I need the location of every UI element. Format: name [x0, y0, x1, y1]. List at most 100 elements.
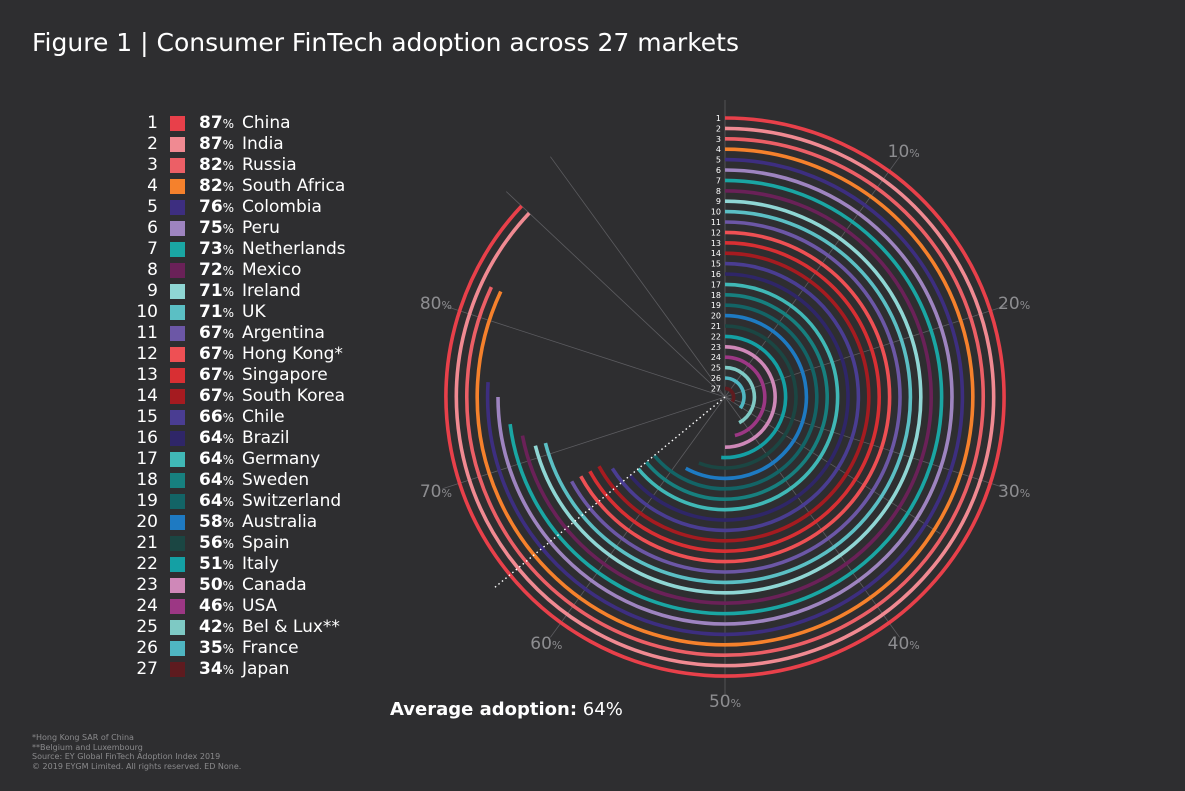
footnote-bel-lux: **Belgium and Luxembourg: [32, 742, 143, 752]
legend-swatch: [170, 179, 185, 194]
legend-rank: 13: [136, 365, 158, 385]
legend-swatch: [170, 557, 185, 572]
legend-rank: 12: [136, 344, 158, 364]
legend-rank: 17: [136, 449, 158, 469]
legend-rank: 15: [136, 407, 158, 427]
max-value-line: [506, 191, 726, 398]
legend-rank: 23: [136, 575, 158, 595]
average-value: 64%: [582, 699, 623, 720]
legend-value: 72%: [199, 260, 235, 280]
legend-name: Peru: [242, 218, 280, 238]
legend-swatch: [170, 641, 185, 656]
legend-rank: 27: [136, 659, 158, 679]
ring-rank-label: 27: [711, 384, 721, 393]
footnote-copyright: © 2019 EYGM Limited. All rights reserved…: [32, 761, 242, 771]
legend-name: Australia: [242, 512, 318, 532]
bar-7: [508, 178, 944, 616]
ring-rank-label: 18: [711, 291, 721, 300]
legend-value: 82%: [199, 176, 235, 196]
bar-21: [698, 324, 798, 470]
legend-value: 58%: [199, 512, 235, 532]
legend-name: Bel & Lux**: [242, 617, 340, 637]
tick-label: 10%: [888, 142, 920, 162]
tick-label: 80%: [420, 294, 452, 314]
ring-rank-label: 13: [711, 239, 721, 248]
legend-rank: 14: [136, 386, 158, 406]
average-line: [493, 396, 726, 589]
ring-rank-label: 21: [711, 322, 721, 331]
legend-swatch: [170, 578, 185, 593]
legend-rank: 10: [136, 302, 158, 322]
legend-name: Switzerland: [242, 491, 342, 511]
ring-rank-label: 2: [716, 124, 721, 133]
legend-rank: 5: [147, 197, 158, 217]
legend-swatch: [170, 347, 185, 362]
legend-swatch: [170, 620, 185, 635]
tick-label: 60%: [530, 634, 562, 654]
legend-swatch: [170, 200, 185, 215]
legend-rank: 22: [136, 554, 158, 574]
legend-value: 51%: [199, 554, 235, 574]
legend-value: 50%: [199, 575, 235, 595]
ring-rank-label: 16: [711, 270, 721, 279]
bar-4: [475, 147, 975, 647]
bar-8: [520, 189, 933, 605]
legend-swatch: [170, 221, 185, 236]
gridline: [724, 304, 1008, 398]
legend-name: Spain: [242, 533, 290, 553]
legend-value: 34%: [199, 659, 235, 679]
footnotes: *Hong Kong SAR of China **Belgium and Lu…: [32, 733, 241, 771]
legend-swatch: [170, 326, 185, 341]
bar-1: [444, 116, 1006, 678]
ring-rank-label: 24: [711, 353, 721, 362]
ring-rank-label: 23: [711, 343, 721, 352]
legend-swatch: [170, 431, 185, 446]
legend-value: 75%: [199, 218, 235, 238]
legend-name: China: [242, 113, 291, 133]
ring-rank-label: 17: [711, 280, 721, 289]
ring-rank-label: 8: [716, 187, 721, 196]
legend-name: Russia: [242, 155, 297, 175]
legend-name: Singapore: [242, 365, 328, 385]
tick-labels: 10% 20% 30% 40% 50% 60% 70% 80%: [420, 142, 1030, 712]
legend-value: 67%: [199, 323, 235, 343]
legend-value: 66%: [199, 407, 235, 427]
footnote-source: Source: EY Global FinTech Adoption Index…: [32, 752, 221, 761]
legend-value: 87%: [199, 113, 235, 133]
bar-26: [724, 376, 746, 410]
legend-rank: 26: [136, 638, 158, 658]
bar-24: [724, 355, 767, 438]
bar-10: [543, 209, 913, 585]
legend-rank: 21: [136, 533, 158, 553]
legend-rank: 16: [136, 428, 158, 448]
legend-name: South Africa: [242, 176, 346, 196]
gridline: [442, 304, 726, 398]
legend-name: Chile: [242, 407, 285, 427]
bar-6: [496, 168, 954, 626]
bar-19: [652, 303, 819, 491]
ring-rank-label: 7: [716, 176, 721, 185]
bar-15: [610, 261, 861, 533]
bar-9: [533, 199, 923, 595]
legend-value: 67%: [199, 344, 235, 364]
legend-swatch: [170, 305, 185, 320]
legend-value: 87%: [199, 134, 235, 154]
legend-swatch: [170, 473, 185, 488]
legend-swatch: [170, 452, 185, 467]
tick-label: 40%: [888, 634, 920, 654]
footnote-hong-kong: *Hong Kong SAR of China: [32, 733, 134, 742]
legend-swatch: [170, 515, 185, 530]
legend-name: Sweden: [242, 470, 310, 490]
bar-2: [454, 126, 996, 668]
legend-value: 71%: [199, 281, 235, 301]
ring-rank-label: 15: [711, 260, 721, 269]
ring-rank-label: 1: [716, 114, 721, 123]
average-adoption: Average adoption: 64%: [390, 699, 623, 720]
legend-value: 67%: [199, 365, 235, 385]
legend-swatch: [170, 116, 185, 131]
legend-name: Netherlands: [242, 239, 346, 259]
ring-rank-label: 9: [716, 197, 721, 206]
legend-value: 64%: [199, 449, 235, 469]
legend-name: USA: [242, 596, 278, 616]
bar-17: [636, 282, 840, 512]
